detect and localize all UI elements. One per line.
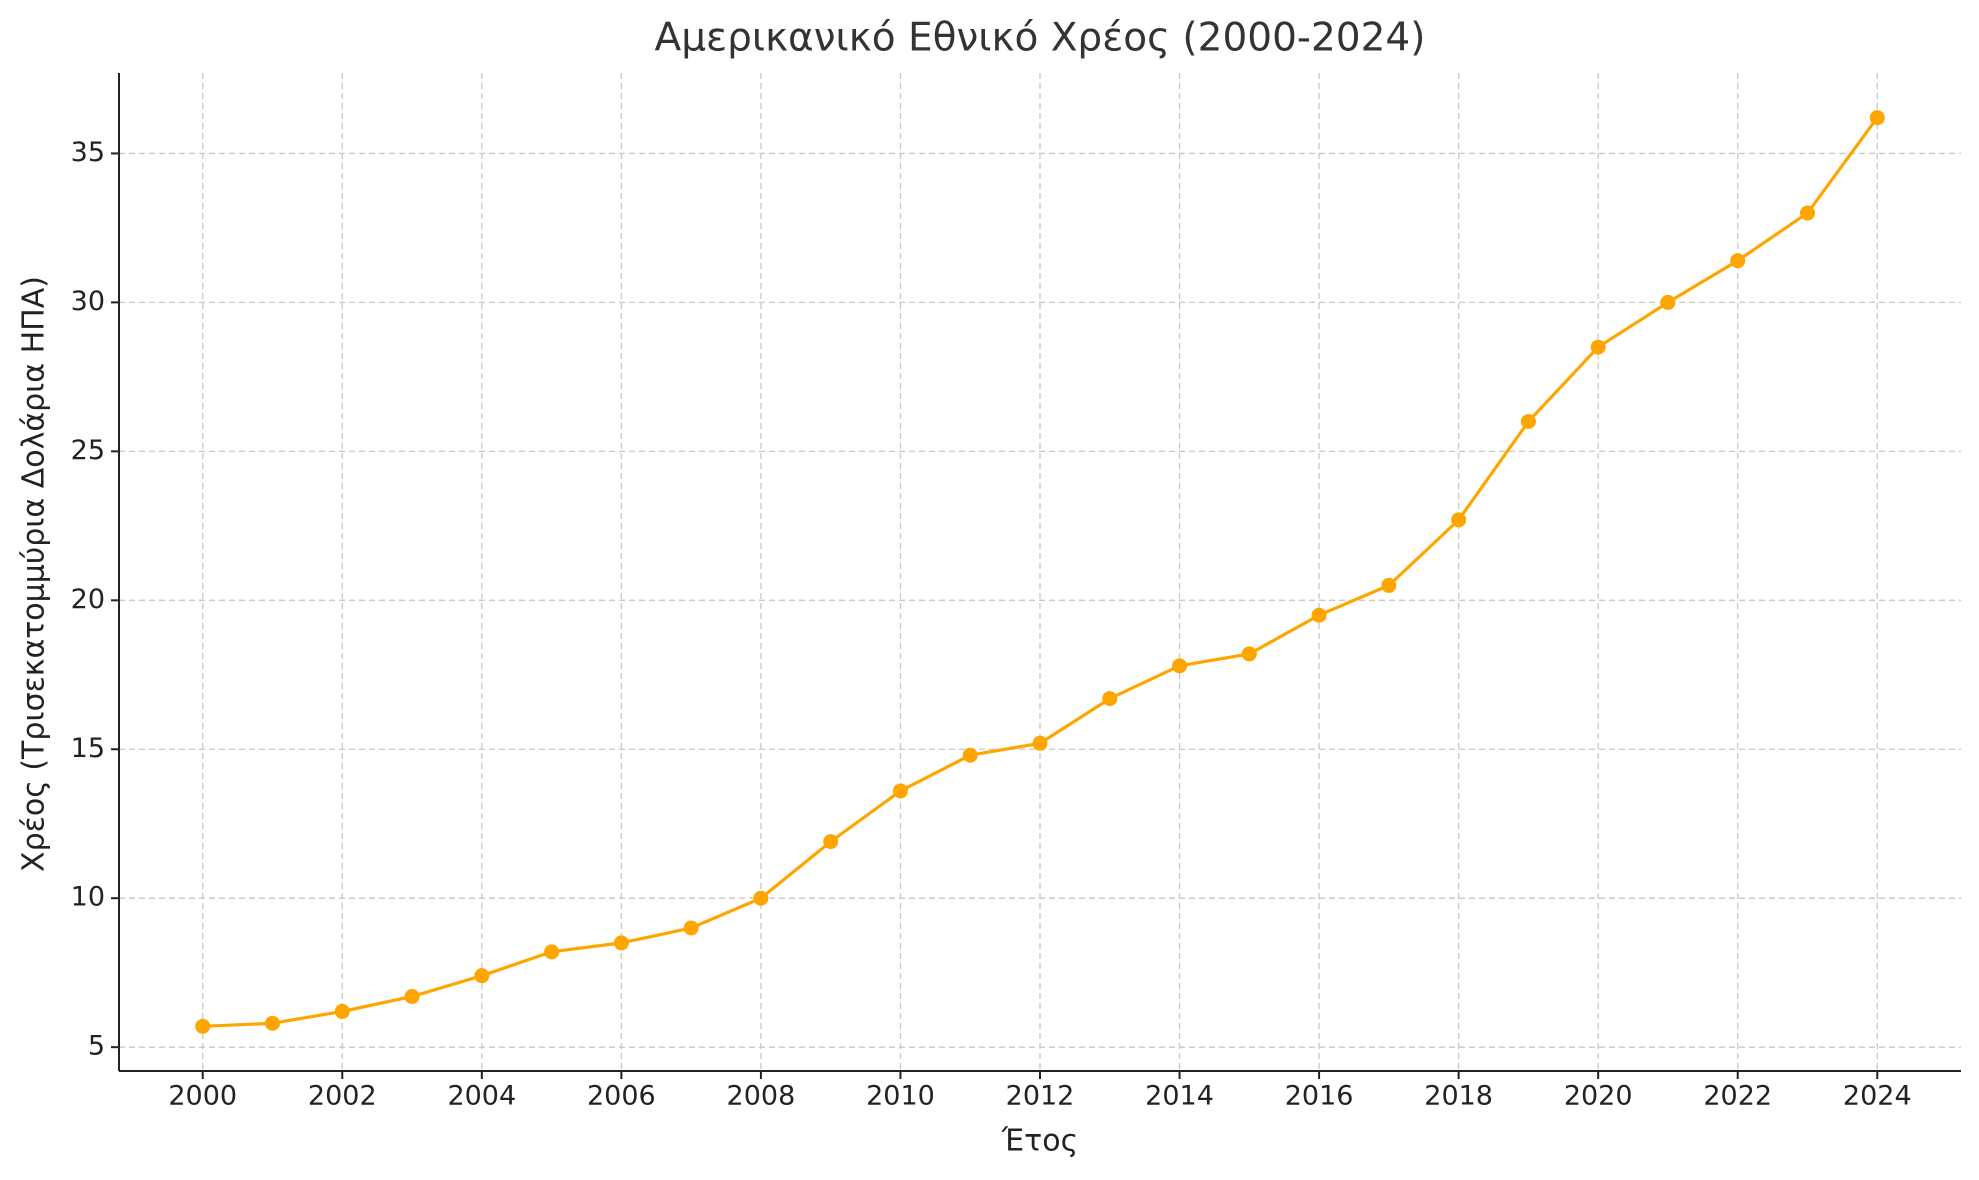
x-tick-label: 2002: [308, 1081, 377, 1112]
x-tick-label: 2016: [1285, 1081, 1354, 1112]
data-point: [404, 989, 420, 1005]
x-tick-label: 2024: [1843, 1081, 1912, 1112]
y-tick-label: 25: [71, 435, 105, 466]
y-tick-label: 15: [71, 733, 105, 764]
y-axis-label: Χρέος (Τρισεκατομμύρια Δολάρια ΗΠΑ): [17, 276, 52, 872]
data-point: [1869, 110, 1885, 126]
y-tick-label: 5: [88, 1031, 105, 1062]
data-point: [1730, 253, 1746, 269]
data-point: [1451, 512, 1467, 528]
data-point: [613, 935, 629, 951]
chart-title: Αμερικανικό Εθνικό Χρέος (2000-2024): [655, 16, 1426, 61]
y-tick-label: 30: [71, 286, 105, 317]
data-point: [1172, 658, 1188, 674]
data-point: [1241, 646, 1257, 662]
data-point: [1800, 205, 1815, 221]
x-tick-label: 2012: [1006, 1081, 1075, 1112]
data-point: [1381, 577, 1397, 593]
data-point: [823, 834, 839, 850]
data-point: [683, 920, 699, 936]
data-point: [1590, 339, 1606, 355]
x-tick-label: 2018: [1424, 1081, 1493, 1112]
x-axis-label: Έτος: [1001, 1124, 1078, 1159]
data-point: [1520, 414, 1536, 430]
data-point: [962, 747, 978, 763]
data-point: [544, 944, 560, 960]
data-point: [265, 1015, 280, 1031]
data-point: [892, 783, 908, 799]
data-point: [474, 968, 490, 984]
x-tick-label: 2006: [587, 1081, 656, 1112]
x-tick-label: 2004: [447, 1081, 516, 1112]
data-point: [753, 890, 769, 906]
x-tick-label: 2020: [1564, 1081, 1633, 1112]
data-point: [1660, 294, 1676, 310]
x-tick-label: 2000: [168, 1081, 237, 1112]
y-tick-label: 20: [71, 584, 105, 615]
x-tick-label: 2022: [1703, 1081, 1772, 1112]
data-point: [1102, 691, 1118, 707]
x-tick-label: 2008: [727, 1081, 796, 1112]
data-point: [195, 1018, 211, 1034]
data-point: [334, 1003, 350, 1019]
data-point: [1311, 607, 1327, 623]
x-tick-label: 2014: [1145, 1081, 1214, 1112]
x-tick-label: 2010: [866, 1081, 935, 1112]
y-tick-label: 35: [71, 137, 105, 168]
data-point: [1032, 735, 1048, 751]
y-tick-label: 10: [71, 882, 105, 913]
